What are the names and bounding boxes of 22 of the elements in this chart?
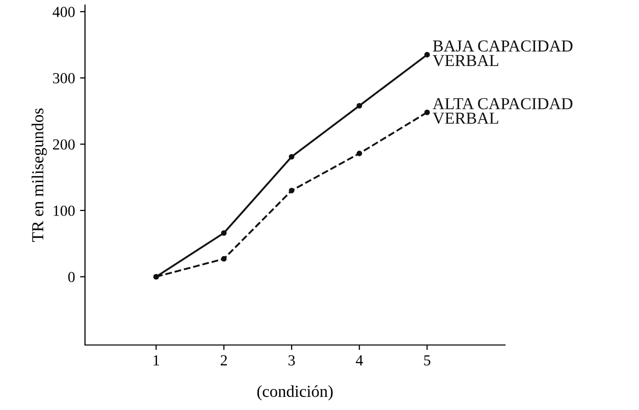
point: [356, 150, 362, 156]
x-tick-label: 3: [288, 355, 295, 366]
y-tick-label: 100: [54, 206, 75, 216]
series-label: ALTA CAPACIDAD VERBAL: [432, 98, 572, 124]
x-tick-label: 4: [356, 355, 363, 366]
point: [288, 154, 294, 160]
point: [424, 52, 430, 58]
x-tick-label: 2: [220, 355, 227, 366]
point: [221, 256, 227, 262]
y-tick-label: 400: [52, 6, 75, 18]
x-tick-label: 5: [424, 355, 430, 366]
x-tick-label: 1: [154, 355, 160, 366]
point: [356, 102, 362, 109]
y-axis-title: TR en milisegundos: [32, 108, 47, 242]
point: [424, 110, 430, 116]
point: [288, 188, 294, 194]
series-label: BAJA CAPACIDAD VERBAL: [432, 40, 572, 66]
y-tick-label: 200: [53, 139, 75, 150]
y-tick-label: 300: [53, 73, 75, 84]
y-tick-label: 0: [68, 272, 75, 282]
x-axis-title: (condición): [257, 385, 333, 400]
point: [221, 230, 227, 236]
